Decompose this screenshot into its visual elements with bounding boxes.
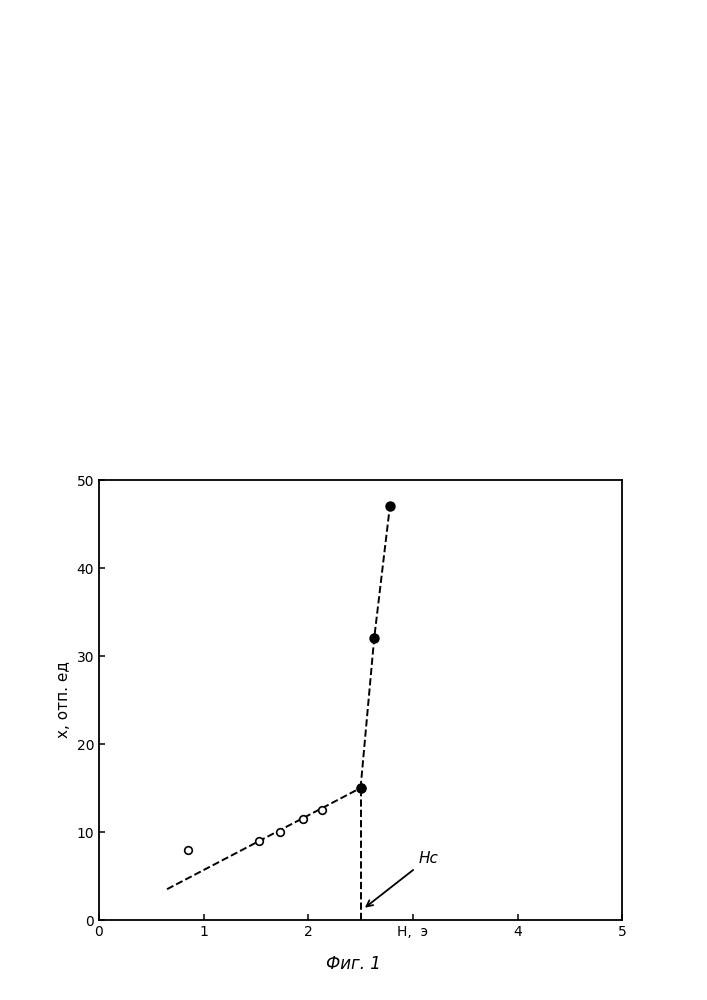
Text: Фиг. 1: Фиг. 1 — [326, 955, 381, 973]
Text: Hc: Hc — [366, 851, 438, 906]
Y-axis label: x, отп. ед: x, отп. ед — [56, 662, 71, 738]
